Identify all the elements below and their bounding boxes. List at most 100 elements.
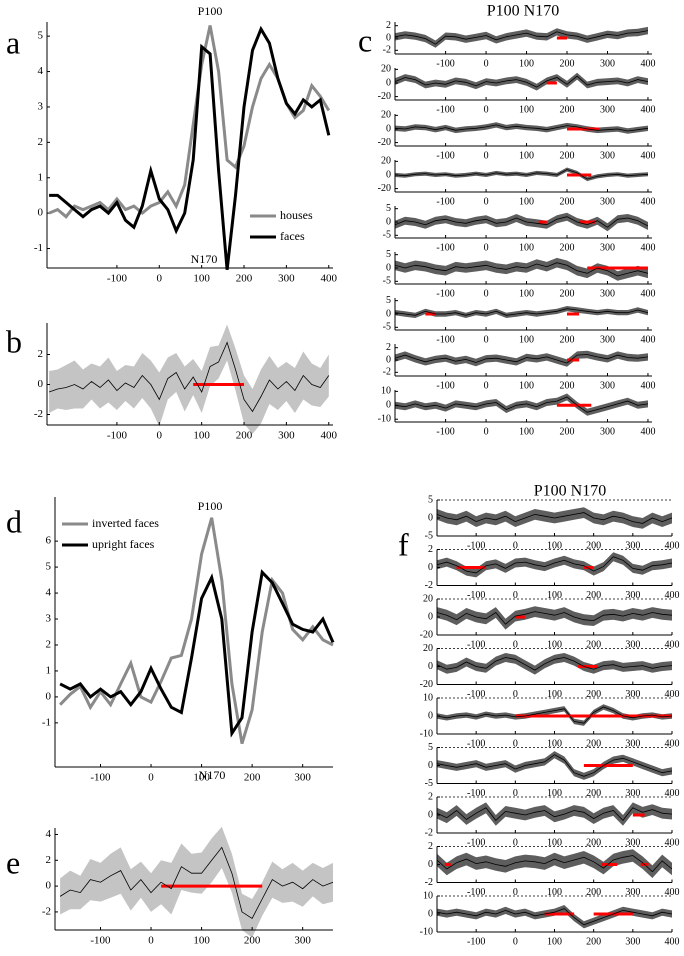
x-tick-label: -100 xyxy=(436,242,454,253)
mean-line xyxy=(436,657,673,671)
mean-line xyxy=(436,807,673,822)
x-tick-label: 100 xyxy=(519,150,534,161)
x-tick-label: -100 xyxy=(467,936,485,947)
y-tick-label: -2 xyxy=(383,45,391,56)
error-band xyxy=(437,905,672,929)
x-tick-label: -100 xyxy=(436,426,454,437)
annotation: N170 xyxy=(191,252,218,266)
x-tick-label: -100 xyxy=(436,196,454,207)
y-tick-label: 2 xyxy=(428,841,433,852)
x-tick-label: 0 xyxy=(157,430,163,442)
x-tick-label: 200 xyxy=(586,936,601,947)
error-band xyxy=(437,751,672,780)
x-tick-label: 200 xyxy=(586,590,601,601)
x-tick-label: 400 xyxy=(665,788,680,799)
y-tick-label: -1 xyxy=(34,242,43,254)
x-tick-label: -100 xyxy=(436,58,454,69)
x-tick-label: 400 xyxy=(640,334,655,345)
x-tick-label: 100 xyxy=(519,242,534,253)
y-tick-label: 4 xyxy=(46,587,52,599)
x-tick-label: 200 xyxy=(244,935,261,947)
y-tick-label: -2 xyxy=(425,877,433,888)
y-tick-label: 10 xyxy=(381,386,391,397)
x-tick-label: 0 xyxy=(513,590,518,601)
y-tick-label: -2 xyxy=(42,905,51,917)
error-band xyxy=(437,552,672,578)
x-tick-label: 200 xyxy=(244,772,261,784)
x-tick-label: 0 xyxy=(484,196,489,207)
x-tick-label: -100 xyxy=(467,639,485,650)
x-tick-label: 0 xyxy=(513,689,518,700)
x-tick-label: 200 xyxy=(560,334,575,345)
y-tick-label: 0 xyxy=(428,809,433,820)
panel-letter: b xyxy=(6,323,22,359)
x-tick-label: 400 xyxy=(665,837,680,848)
x-tick-label: 200 xyxy=(586,837,601,848)
x-tick-label: 200 xyxy=(236,430,253,442)
x-tick-label: 100 xyxy=(547,639,562,650)
y-tick-label: 0 xyxy=(428,611,433,622)
x-tick-label: -100 xyxy=(90,935,111,947)
y-tick-label: 5 xyxy=(386,203,391,214)
x-tick-label: -100 xyxy=(467,738,485,749)
x-tick-label: 200 xyxy=(560,58,575,69)
mean-line xyxy=(394,75,649,88)
x-tick-label: 0 xyxy=(484,380,489,391)
y-tick-label: 4 xyxy=(46,828,52,840)
error-band xyxy=(49,324,329,434)
x-tick-label: 0 xyxy=(148,772,154,784)
error-band xyxy=(60,826,333,938)
x-tick-label: 0 xyxy=(484,242,489,253)
y-tick-label: -10 xyxy=(420,926,433,937)
y-tick-label: -20 xyxy=(420,629,433,640)
x-tick-label: 200 xyxy=(586,738,601,749)
y-tick-label: 0 xyxy=(38,378,44,390)
y-tick-label: 0 xyxy=(386,32,391,43)
y-tick-label: -5 xyxy=(425,530,433,541)
error-band xyxy=(395,257,648,281)
mean-line xyxy=(436,754,673,777)
mean-line xyxy=(394,169,649,180)
x-tick-label: 200 xyxy=(560,426,575,437)
y-tick-label: -5 xyxy=(383,322,391,333)
legend-label: faces xyxy=(280,229,305,243)
error-band xyxy=(437,849,672,878)
x-tick-label: 300 xyxy=(625,837,640,848)
y-tick-label: -2 xyxy=(425,827,433,838)
x-tick-label: 300 xyxy=(625,788,640,799)
y-tick-label: 0 xyxy=(428,760,433,771)
error-band xyxy=(395,212,648,232)
x-tick-label: 100 xyxy=(547,540,562,551)
y-tick-label: 0 xyxy=(46,690,52,702)
x-tick-label: 0 xyxy=(513,540,518,551)
x-tick-label: 300 xyxy=(600,58,615,69)
x-tick-label: 100 xyxy=(519,288,534,299)
y-tick-label: 2 xyxy=(46,639,52,651)
y-tick-label: -5 xyxy=(383,276,391,287)
x-tick-label: 100 xyxy=(547,738,562,749)
y-tick-label: -10 xyxy=(378,414,391,425)
mean-line xyxy=(394,262,649,277)
y-tick-label: -10 xyxy=(420,728,433,739)
x-tick-label: 300 xyxy=(600,150,615,161)
y-tick-label: 4 xyxy=(38,65,44,77)
x-tick-label: 200 xyxy=(560,288,575,299)
y-tick-label: 0 xyxy=(386,123,391,134)
error-band xyxy=(395,306,648,318)
x-tick-label: 100 xyxy=(547,936,562,947)
x-tick-label: 0 xyxy=(484,58,489,69)
x-tick-label: 400 xyxy=(640,242,655,253)
x-tick-label: 0 xyxy=(513,936,518,947)
x-tick-label: -100 xyxy=(107,430,128,442)
x-tick-label: 100 xyxy=(519,104,534,115)
y-tick-label: 5 xyxy=(428,494,433,505)
x-tick-label: 400 xyxy=(665,887,680,898)
x-tick-label: 300 xyxy=(294,935,311,947)
panel-title: P100 N170 xyxy=(487,3,559,20)
annotation: P100 xyxy=(198,4,223,18)
x-tick-label: 200 xyxy=(560,196,575,207)
y-tick-label: 0 xyxy=(428,908,433,919)
y-tick-label: 2 xyxy=(428,791,433,802)
x-tick-label: 100 xyxy=(547,887,562,898)
y-tick-label: -20 xyxy=(378,183,391,194)
